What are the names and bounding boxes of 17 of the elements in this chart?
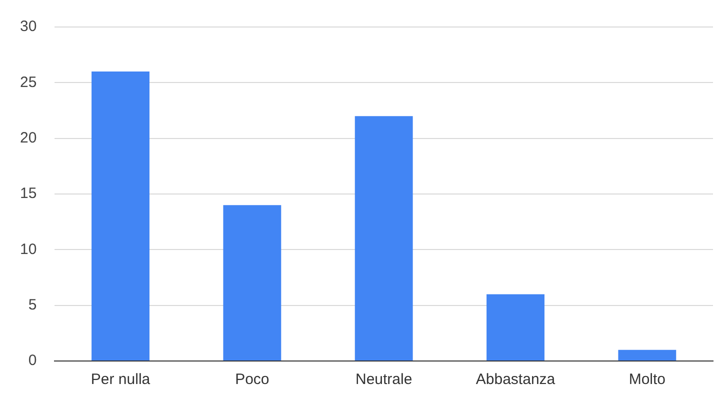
- x-tick-label: Neutrale: [355, 371, 412, 388]
- y-tick-label: 15: [20, 185, 37, 202]
- x-tick-label: Molto: [628, 371, 666, 388]
- bar: [92, 72, 150, 360]
- bar: [486, 294, 544, 360]
- y-tick-label: 20: [20, 129, 37, 146]
- y-tick-label: 5: [28, 296, 37, 314]
- y-tick-label: 30: [20, 18, 37, 36]
- bar: [618, 350, 676, 360]
- x-tick-label: Poco: [235, 371, 270, 388]
- x-tick-label: Abbastanza: [476, 371, 556, 388]
- x-tick-label: Per nulla: [90, 371, 151, 388]
- bar: [223, 205, 282, 360]
- y-tick-label: 0: [28, 352, 37, 370]
- y-tick-label: 10: [20, 240, 37, 258]
- bar: [354, 116, 413, 360]
- y-tick-label: 25: [20, 74, 37, 91]
